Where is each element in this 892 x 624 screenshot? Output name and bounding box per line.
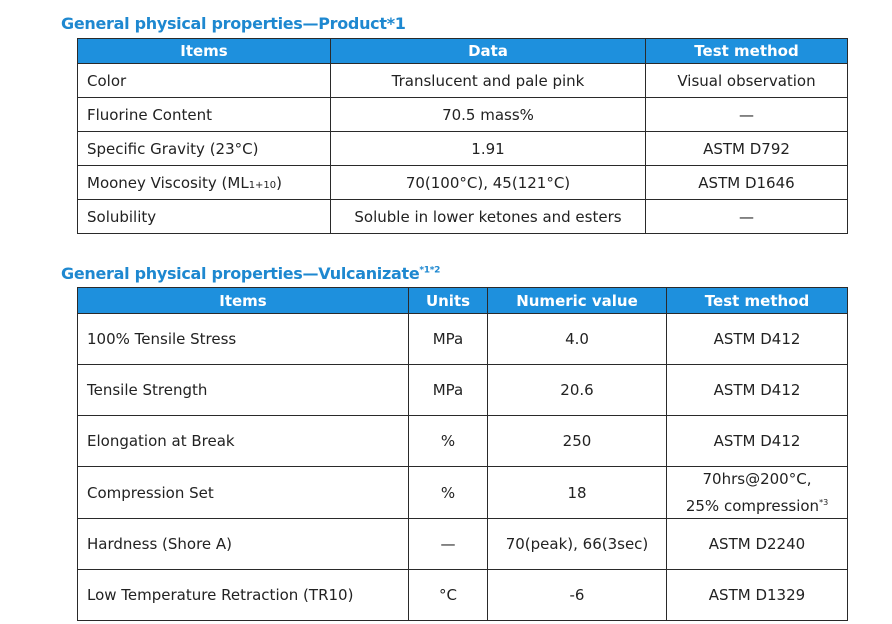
unit-cell: %	[408, 466, 488, 519]
data-cell: 1.91	[330, 131, 646, 166]
method-cell: ASTM D2240	[666, 518, 848, 570]
value-cell: 70(peak), 66(3sec)	[487, 518, 667, 570]
product-properties-table: Items Data Test method Color Translucent…	[77, 38, 848, 234]
method-line-2: 25% compression*3	[667, 491, 847, 518]
item-cell: Tensile Strength	[77, 364, 409, 416]
column-header-data: Data	[330, 38, 646, 64]
item-cell: Low Temperature Retraction (TR10)	[77, 569, 409, 621]
unit-cell: %	[408, 415, 488, 467]
method-cell: —	[645, 199, 848, 234]
table-header-row: Items Data Test method	[77, 38, 848, 64]
item-cell: Elongation at Break	[77, 415, 409, 467]
item-end-text: )	[276, 173, 283, 192]
unit-cell: MPa	[408, 364, 488, 416]
data-cell: 70(100°C), 45(121°C)	[330, 165, 646, 200]
method-cell: ASTM D412	[666, 364, 848, 416]
item-cell: 100% Tensile Stress	[77, 313, 409, 365]
item-subscript: 1+10	[248, 179, 277, 191]
value-cell: 20.6	[487, 364, 667, 416]
item-cell: Hardness (Shore A)	[77, 518, 409, 570]
vulcanizate-properties-table: Items Units Numeric value Test method 10…	[77, 287, 848, 621]
method-cell: ASTM D792	[645, 131, 848, 166]
column-header-numeric-value: Numeric value	[487, 287, 667, 314]
table-header-row: Items Units Numeric value Test method	[77, 287, 848, 314]
table-row: Solubility Soluble in lower ketones and …	[77, 199, 848, 234]
table-row: Elongation at Break % 250 ASTM D412	[77, 415, 848, 467]
method-cell: 70hrs@200°C, 25% compression*3	[666, 466, 848, 519]
column-header-test-method: Test method	[666, 287, 848, 314]
value-cell: -6	[487, 569, 667, 621]
vulcanizate-title-text: General physical properties—Vulcanizate	[61, 264, 420, 283]
item-main-text: Mooney Viscosity (ML	[87, 173, 249, 192]
column-header-units: Units	[408, 287, 488, 314]
method-cell: ASTM D1329	[666, 569, 848, 621]
value-cell: 250	[487, 415, 667, 467]
table-row: Low Temperature Retraction (TR10) °C -6 …	[77, 569, 848, 621]
item-cell: Solubility	[77, 199, 331, 234]
data-cell: Translucent and pale pink	[330, 63, 646, 98]
column-header-items: Items	[77, 287, 409, 314]
table-row: Specific Gravity (23°C) 1.91 ASTM D792	[77, 131, 848, 166]
item-cell: Fluorine Content	[77, 97, 331, 132]
table-row: Tensile Strength MPa 20.6 ASTM D412	[77, 364, 848, 416]
method-cell: —	[645, 97, 848, 132]
vulcanizate-title-note: *1*2	[419, 265, 441, 276]
column-header-items: Items	[77, 38, 331, 64]
method-note: *3	[819, 498, 829, 507]
table-row: Compression Set % 18 70hrs@200°C, 25% co…	[77, 466, 848, 519]
method-cell: ASTM D412	[666, 313, 848, 365]
method-cell: Visual observation	[645, 63, 848, 98]
method-line-1: 70hrs@200°C,	[702, 470, 812, 488]
method-cell: ASTM D1646	[645, 165, 848, 200]
unit-cell: °C	[408, 569, 488, 621]
value-cell: 4.0	[487, 313, 667, 365]
table-row: Mooney Viscosity (ML1+10) 70(100°C), 45(…	[77, 165, 848, 200]
item-cell: Compression Set	[77, 466, 409, 519]
unit-cell: —	[408, 518, 488, 570]
table-row: Fluorine Content 70.5 mass% —	[77, 97, 848, 132]
vulcanizate-section-title: General physical properties—Vulcanizate*…	[61, 264, 440, 283]
method-cell: ASTM D412	[666, 415, 848, 467]
method-line-2-text: 25% compression	[685, 497, 820, 515]
column-header-test-method: Test method	[645, 38, 848, 64]
unit-cell: MPa	[408, 313, 488, 365]
product-section-title: General physical properties—Product*1	[61, 14, 406, 33]
value-cell: 18	[487, 466, 667, 519]
item-cell: Mooney Viscosity (ML1+10)	[77, 165, 331, 200]
item-cell: Color	[77, 63, 331, 98]
data-cell: Soluble in lower ketones and esters	[330, 199, 646, 234]
table-row: Hardness (Shore A) — 70(peak), 66(3sec) …	[77, 518, 848, 570]
item-cell: Specific Gravity (23°C)	[77, 131, 331, 166]
table-row: 100% Tensile Stress MPa 4.0 ASTM D412	[77, 313, 848, 365]
table-row: Color Translucent and pale pink Visual o…	[77, 63, 848, 98]
data-cell: 70.5 mass%	[330, 97, 646, 132]
